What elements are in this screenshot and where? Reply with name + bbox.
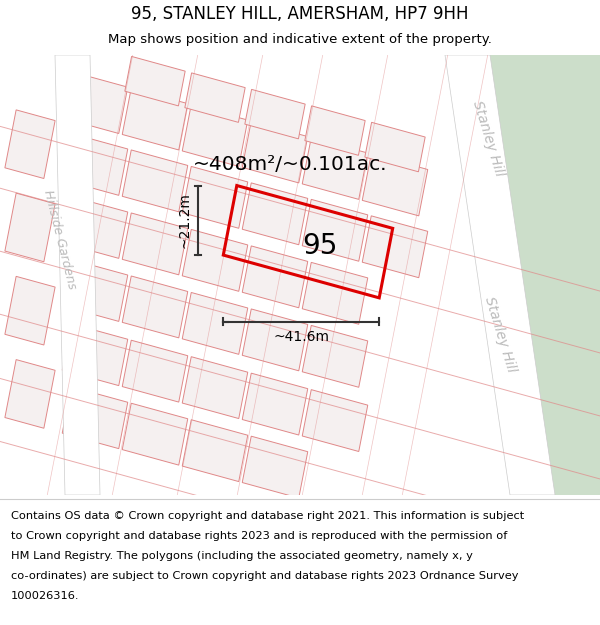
Polygon shape: [55, 55, 100, 495]
Text: Stanley Hill: Stanley Hill: [470, 99, 506, 178]
Polygon shape: [245, 89, 305, 139]
Polygon shape: [365, 122, 425, 172]
Polygon shape: [242, 121, 308, 183]
Polygon shape: [182, 104, 248, 166]
Polygon shape: [242, 183, 308, 245]
Polygon shape: [122, 88, 188, 150]
Polygon shape: [302, 262, 368, 324]
Polygon shape: [5, 193, 55, 262]
Polygon shape: [242, 246, 308, 308]
Polygon shape: [5, 110, 55, 179]
Text: ~408m²/~0.101ac.: ~408m²/~0.101ac.: [193, 155, 387, 174]
Polygon shape: [62, 387, 128, 449]
Polygon shape: [125, 56, 185, 106]
Polygon shape: [302, 138, 368, 199]
Text: co-ordinates) are subject to Crown copyright and database rights 2023 Ordnance S: co-ordinates) are subject to Crown copyr…: [11, 571, 518, 581]
Polygon shape: [302, 326, 368, 388]
Polygon shape: [302, 199, 368, 261]
Polygon shape: [122, 150, 188, 212]
Text: Stanley Hill: Stanley Hill: [482, 295, 518, 374]
Polygon shape: [182, 166, 248, 228]
Polygon shape: [185, 73, 245, 122]
Polygon shape: [445, 55, 555, 495]
Text: Map shows position and indicative extent of the property.: Map shows position and indicative extent…: [108, 33, 492, 46]
Text: HM Land Registry. The polygons (including the associated geometry, namely x, y: HM Land Registry. The polygons (includin…: [11, 551, 473, 561]
Polygon shape: [182, 357, 248, 419]
Polygon shape: [122, 213, 188, 275]
Polygon shape: [182, 420, 248, 482]
Polygon shape: [5, 359, 55, 428]
Text: ~21.2m: ~21.2m: [178, 192, 191, 248]
Polygon shape: [302, 389, 368, 451]
Text: Contains OS data © Crown copyright and database right 2021. This information is : Contains OS data © Crown copyright and d…: [11, 511, 524, 521]
Text: Hillside Gardens: Hillside Gardens: [41, 188, 79, 291]
Polygon shape: [242, 373, 308, 435]
Text: 100026316.: 100026316.: [11, 591, 79, 601]
Polygon shape: [305, 106, 365, 156]
Polygon shape: [362, 216, 428, 278]
Text: 95: 95: [302, 232, 338, 261]
Polygon shape: [5, 276, 55, 345]
Polygon shape: [62, 134, 128, 196]
Text: ~41.6m: ~41.6m: [273, 330, 329, 344]
Polygon shape: [122, 340, 188, 402]
Polygon shape: [62, 324, 128, 386]
Polygon shape: [62, 72, 128, 134]
Text: 95, STANLEY HILL, AMERSHAM, HP7 9HH: 95, STANLEY HILL, AMERSHAM, HP7 9HH: [131, 5, 469, 22]
Polygon shape: [122, 403, 188, 465]
Polygon shape: [242, 309, 308, 371]
Polygon shape: [362, 154, 428, 216]
Polygon shape: [242, 436, 308, 498]
Polygon shape: [62, 196, 128, 258]
Polygon shape: [62, 259, 128, 321]
Polygon shape: [182, 292, 248, 354]
Polygon shape: [182, 229, 248, 291]
Polygon shape: [122, 276, 188, 338]
Text: to Crown copyright and database rights 2023 and is reproduced with the permissio: to Crown copyright and database rights 2…: [11, 531, 507, 541]
Polygon shape: [460, 55, 600, 495]
